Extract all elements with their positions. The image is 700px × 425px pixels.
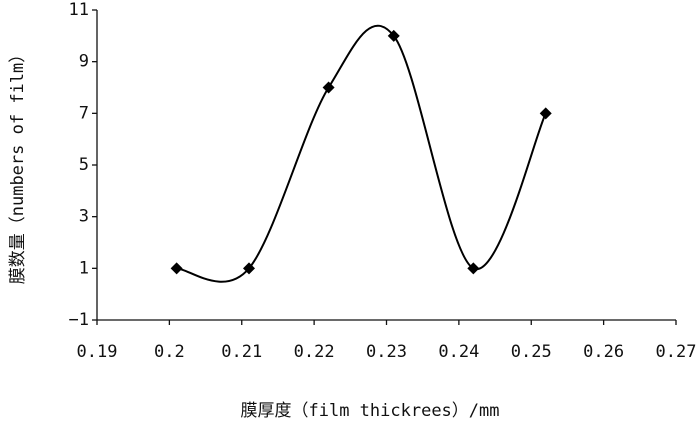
x-tick-label: 0.2 — [154, 342, 185, 362]
line — [176, 24, 547, 283]
marker — [539, 107, 552, 120]
y-tick-label: −1 — [69, 310, 89, 330]
x-tick-label: 0.27 — [656, 342, 697, 362]
x-tick-label: 0.19 — [77, 342, 118, 362]
y-axis-label: 膜数量（numbers of film） — [8, 46, 28, 285]
x-axis-label: 膜厚度（film thickrees）/mm — [241, 401, 500, 421]
marker — [242, 262, 255, 275]
x-tick-label: 0.26 — [583, 342, 624, 362]
marker — [387, 29, 400, 42]
x-tick-label: 0.23 — [366, 342, 407, 362]
x-tick-label: 0.25 — [511, 342, 552, 362]
y-tick-label: 7 — [79, 103, 89, 123]
marker — [322, 81, 335, 94]
x-tick-label: 0.21 — [221, 342, 262, 362]
x-tick-label: 0.22 — [294, 342, 335, 362]
y-tick-label: 9 — [79, 52, 89, 72]
y-tick-label: 11 — [69, 0, 89, 20]
y-tick-label: 1 — [79, 258, 89, 278]
marker — [170, 262, 183, 275]
x-tick-label: 0.24 — [438, 342, 479, 362]
y-tick-label: 5 — [79, 155, 89, 175]
marker — [467, 262, 480, 275]
y-tick-label: 3 — [79, 207, 89, 227]
